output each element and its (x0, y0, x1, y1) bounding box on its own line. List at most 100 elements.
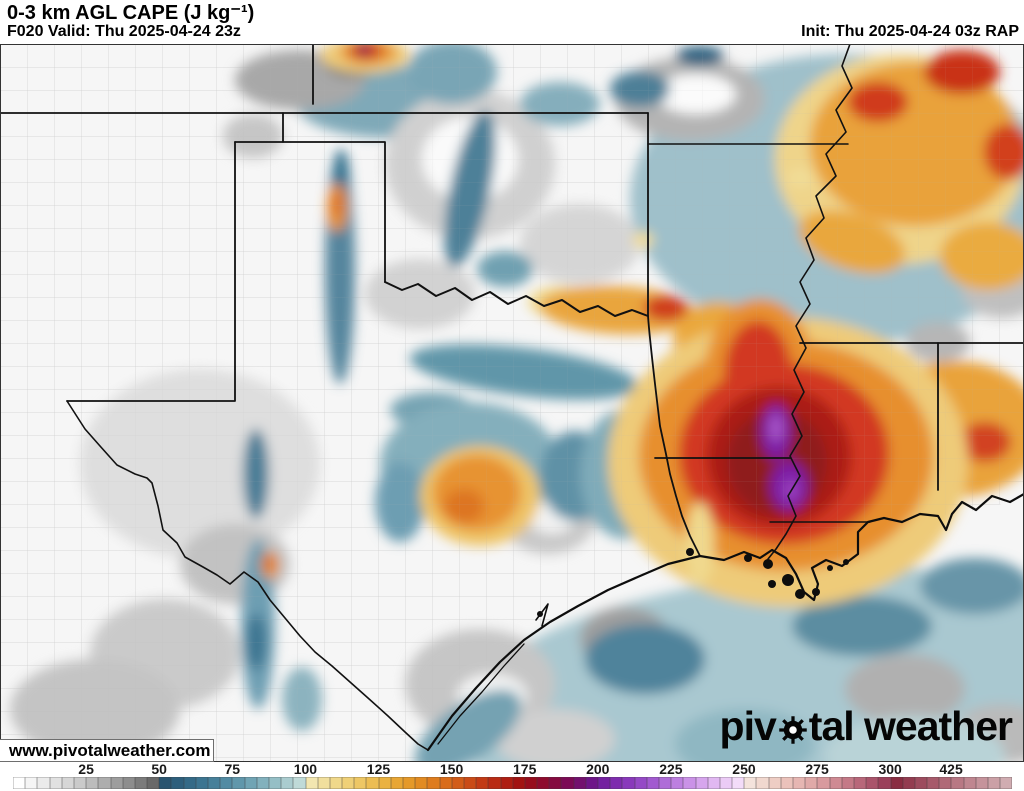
colorbar-cell (939, 777, 952, 789)
coastal-marsh (537, 548, 849, 617)
logo-text-part1: piv (719, 703, 777, 749)
colorbar-cell (585, 777, 598, 789)
colorbar-cell (390, 777, 403, 789)
colorbar-tick-label: 250 (732, 761, 756, 777)
page-title: 0-3 km AGL CAPE (J kg⁻¹) (7, 2, 255, 24)
colorbar-cell (817, 777, 830, 789)
colorbar-cell (220, 777, 233, 789)
colorbar-cell (86, 777, 99, 789)
colorbar-cell (183, 777, 196, 789)
colorbar-cell (683, 777, 696, 789)
colorbar-cell (805, 777, 818, 789)
colorbar-cell (963, 777, 976, 789)
colorbar-cell (512, 777, 525, 789)
colorbar-cell (610, 777, 623, 789)
colorbar-cell (25, 777, 38, 789)
colorbar-cell (524, 777, 538, 789)
colorbar-cell (281, 777, 294, 789)
colorbar-cell (573, 777, 586, 789)
colorbar-cell (500, 777, 513, 789)
colorbar-cell (439, 777, 452, 789)
colorbar-cell (305, 777, 318, 789)
colorbar-cell (878, 777, 891, 789)
colorbar-cell (49, 777, 62, 789)
colorbar (13, 777, 1013, 789)
colorbar-tick-label: 225 (659, 761, 683, 777)
colorbar-cell (622, 777, 635, 789)
colorbar-cell (268, 777, 282, 789)
colorbar-cell (988, 777, 1001, 789)
colorbar-cell (902, 777, 915, 789)
colorbar-cell (317, 777, 330, 789)
colorbar-cell (98, 777, 111, 789)
colorbar-cell (768, 777, 781, 789)
colorbar-cell (195, 777, 208, 789)
colorbar-tick-label: 25 (78, 761, 94, 777)
colorbar-cell (598, 777, 611, 789)
colorbar-cell (122, 777, 135, 789)
colorbar-cell (707, 777, 720, 789)
colorbar-tick-label: 100 (293, 761, 318, 777)
state-borders (0, 44, 1024, 751)
colorbar-cell (719, 777, 733, 789)
colorbar-cell (927, 777, 940, 789)
colorbar-tick-label: 300 (878, 761, 902, 777)
colorbar-cell (463, 777, 477, 789)
colorbar-cell (646, 777, 659, 789)
colorbar-cell (208, 777, 221, 789)
colorbar-cell (561, 777, 574, 789)
weather-map (0, 44, 1024, 762)
colorbar-cell (975, 777, 988, 789)
colorbar-cell (134, 777, 148, 789)
colorbar-cell (1000, 777, 1013, 789)
colorbar-cell (61, 777, 74, 789)
colorbar-cell (293, 777, 306, 789)
gear-icon (779, 715, 807, 744)
colorbar-cell (73, 777, 87, 789)
colorbar-cell (329, 777, 343, 789)
colorbar-tick-label: 200 (586, 761, 610, 777)
colorbar-cell (744, 777, 757, 789)
colorbar-tick-label: 175 (512, 761, 537, 777)
valid-time-label: F020 Valid: Thu 2025-04-24 23z (7, 23, 241, 40)
colorbar-tick-label: 50 (151, 761, 167, 777)
colorbar-cell (537, 777, 550, 789)
colorbar-cell (159, 777, 172, 789)
colorbar-tick-label: 125 (366, 761, 391, 777)
colorbar-tick-label: 275 (805, 761, 829, 777)
colorbar-cell (110, 777, 123, 789)
colorbar-cell (780, 777, 793, 789)
colorbar-cell (256, 777, 269, 789)
colorbar-cell (634, 777, 647, 789)
colorbar-cell (415, 777, 428, 789)
colorbar-cell (853, 777, 867, 789)
watermark: www.pivotalweather.com (0, 739, 214, 762)
colorbar-cell (866, 777, 879, 789)
colorbar-cell (914, 777, 928, 789)
colorbar-cell (671, 777, 684, 789)
colorbar-cell (841, 777, 854, 789)
colorbar-cell (244, 777, 257, 789)
colorbar-cell (427, 777, 440, 789)
colorbar-tick-label: 150 (439, 761, 464, 777)
colorbar-cell (829, 777, 842, 789)
pivotal-weather-logo: piv tal weather (719, 703, 1013, 750)
colorbar-cell (951, 777, 964, 789)
colorbar-tick-label: 75 (224, 761, 241, 777)
colorbar-cell (793, 777, 806, 789)
colorbar-cell (549, 777, 562, 789)
colorbar-cell (147, 777, 160, 789)
colorbar-cell (342, 777, 355, 789)
colorbar-cell (756, 777, 769, 789)
colorbar-cell (658, 777, 672, 789)
colorbar-cell (232, 777, 245, 789)
colorbar-cell (366, 777, 379, 789)
colorbar-tick-label: 425 (939, 761, 963, 777)
colorbar-cell (354, 777, 367, 789)
colorbar-tick-labels: 25 50 75 100 125 150 175 200 225 250 275 300 425 (13, 761, 1012, 777)
colorbar-cell (476, 777, 489, 789)
header: 0-3 km AGL CAPE (J kg⁻¹) F020 Valid: Thu… (0, 0, 1024, 44)
colorbar-cell (488, 777, 501, 789)
colorbar-cell (13, 777, 26, 789)
